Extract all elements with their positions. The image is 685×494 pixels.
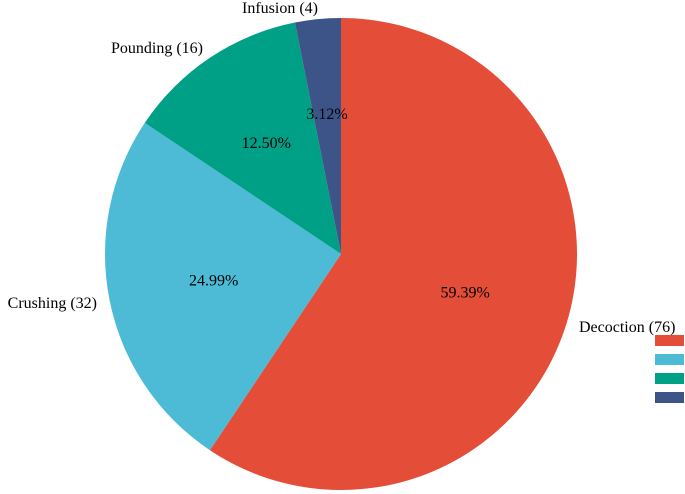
legend-swatch-crushing: [655, 354, 684, 365]
percent-label-pounding: 12.50%: [242, 135, 291, 152]
category-label-infusion: Infusion (4): [242, 0, 318, 17]
percent-label-decoction: 59.39%: [441, 285, 490, 302]
category-labels: Decoction (76) Crushing (32) Pounding (16)…: [8, 0, 676, 336]
pie-slices: [104, 18, 577, 490]
category-label-decoction: Decoction (76): [579, 319, 675, 336]
legend: [655, 335, 684, 403]
pie-slice-pounding: [144, 22, 341, 255]
percent-labels: 59.39% 24.99% 12.50% 3.12%: [189, 106, 490, 302]
percent-label-infusion: 3.12%: [306, 106, 347, 123]
percent-label-crushing: 24.99%: [189, 272, 238, 289]
category-label-pounding: Pounding (16): [111, 40, 203, 57]
pie-slice-crushing: [104, 122, 341, 451]
legend-swatch-decoction: [655, 335, 684, 346]
legend-swatch-pounding: [655, 373, 684, 384]
legend-swatch-infusion: [655, 392, 684, 403]
pie-slice-decoction: [209, 18, 577, 490]
pie-slice-infusion: [294, 18, 341, 254]
category-label-crushing: Crushing (32): [8, 295, 97, 312]
